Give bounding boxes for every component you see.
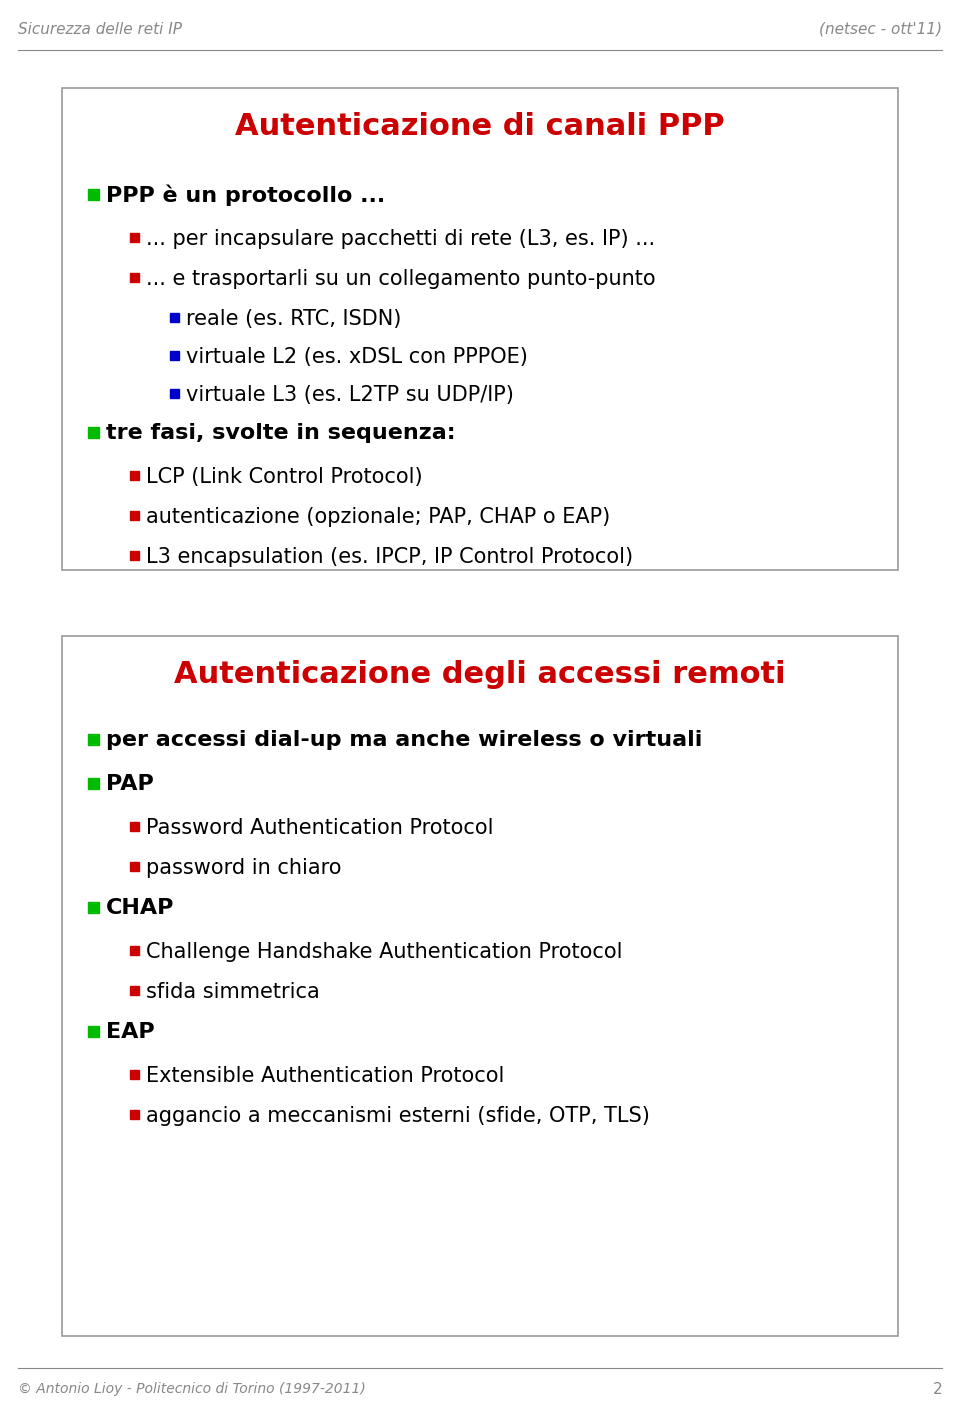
Text: password in chiaro: password in chiaro [146, 858, 342, 878]
Bar [170, 313, 179, 323]
Text: Sicurezza delle reti IP: Sicurezza delle reti IP [18, 23, 182, 37]
Text: Password Authentication Protocol: Password Authentication Protocol [146, 819, 493, 838]
Bar [130, 1110, 139, 1119]
Text: aggancio a meccanismi esterni (sfide, OTP, TLS): aggancio a meccanismi esterni (sfide, OT… [146, 1106, 650, 1126]
Text: © Antonio Lioy - Politecnico di Torino (1997-2011): © Antonio Lioy - Politecnico di Torino (… [18, 1382, 366, 1396]
Text: reale (es. RTC, ISDN): reale (es. RTC, ISDN) [186, 309, 401, 328]
Bar [88, 734, 99, 745]
Text: Challenge Handshake Authentication Protocol: Challenge Handshake Authentication Proto… [146, 943, 622, 962]
Text: Autenticazione degli accessi remoti: Autenticazione degli accessi remoti [174, 659, 786, 689]
Text: virtuale L3 (es. L2TP su UDP/IP): virtuale L3 (es. L2TP su UDP/IP) [186, 385, 514, 404]
Text: ... per incapsulare pacchetti di rete (L3, es. IP) ...: ... per incapsulare pacchetti di rete (L… [146, 230, 655, 249]
Text: ... e trasportarli su un collegamento punto-punto: ... e trasportarli su un collegamento pu… [146, 269, 656, 289]
Bar [88, 427, 99, 438]
Bar [130, 862, 139, 871]
Text: per accessi dial-up ma anche wireless o virtuali: per accessi dial-up ma anche wireless o … [106, 730, 703, 750]
Bar [130, 986, 139, 995]
Text: Autenticazione di canali PPP: Autenticazione di canali PPP [235, 111, 725, 141]
Text: L3 encapsulation (es. IPCP, IP Control Protocol): L3 encapsulation (es. IPCP, IP Control P… [146, 547, 634, 566]
Bar [130, 273, 139, 282]
Bar [130, 232, 139, 242]
Bar [88, 189, 99, 200]
Text: sfida simmetrica: sfida simmetrica [146, 982, 320, 1002]
Bar [88, 1026, 99, 1037]
Text: virtuale L2 (es. xDSL con PPPOE): virtuale L2 (es. xDSL con PPPOE) [186, 347, 528, 366]
Text: EAP: EAP [106, 1022, 155, 1043]
Text: (netsec - ott'11): (netsec - ott'11) [819, 23, 942, 37]
Text: LCP (Link Control Protocol): LCP (Link Control Protocol) [146, 466, 422, 488]
Bar [130, 511, 139, 520]
Bar [88, 778, 99, 789]
Text: PPP è un protocollo ...: PPP è un protocollo ... [106, 185, 385, 207]
Text: PAP: PAP [106, 774, 154, 795]
Bar [130, 821, 139, 831]
Text: Extensible Authentication Protocol: Extensible Authentication Protocol [146, 1067, 504, 1086]
Bar [130, 551, 139, 559]
FancyBboxPatch shape [62, 87, 898, 571]
Text: 2: 2 [932, 1382, 942, 1396]
FancyBboxPatch shape [62, 635, 898, 1336]
Text: autenticazione (opzionale; PAP, CHAP o EAP): autenticazione (opzionale; PAP, CHAP o E… [146, 507, 611, 527]
Text: CHAP: CHAP [106, 898, 175, 919]
Bar [170, 351, 179, 361]
Bar [130, 1069, 139, 1079]
Text: tre fasi, svolte in sequenza:: tre fasi, svolte in sequenza: [106, 423, 456, 442]
Bar [88, 902, 99, 913]
Bar [130, 945, 139, 955]
Bar [170, 389, 179, 397]
Bar [130, 471, 139, 480]
